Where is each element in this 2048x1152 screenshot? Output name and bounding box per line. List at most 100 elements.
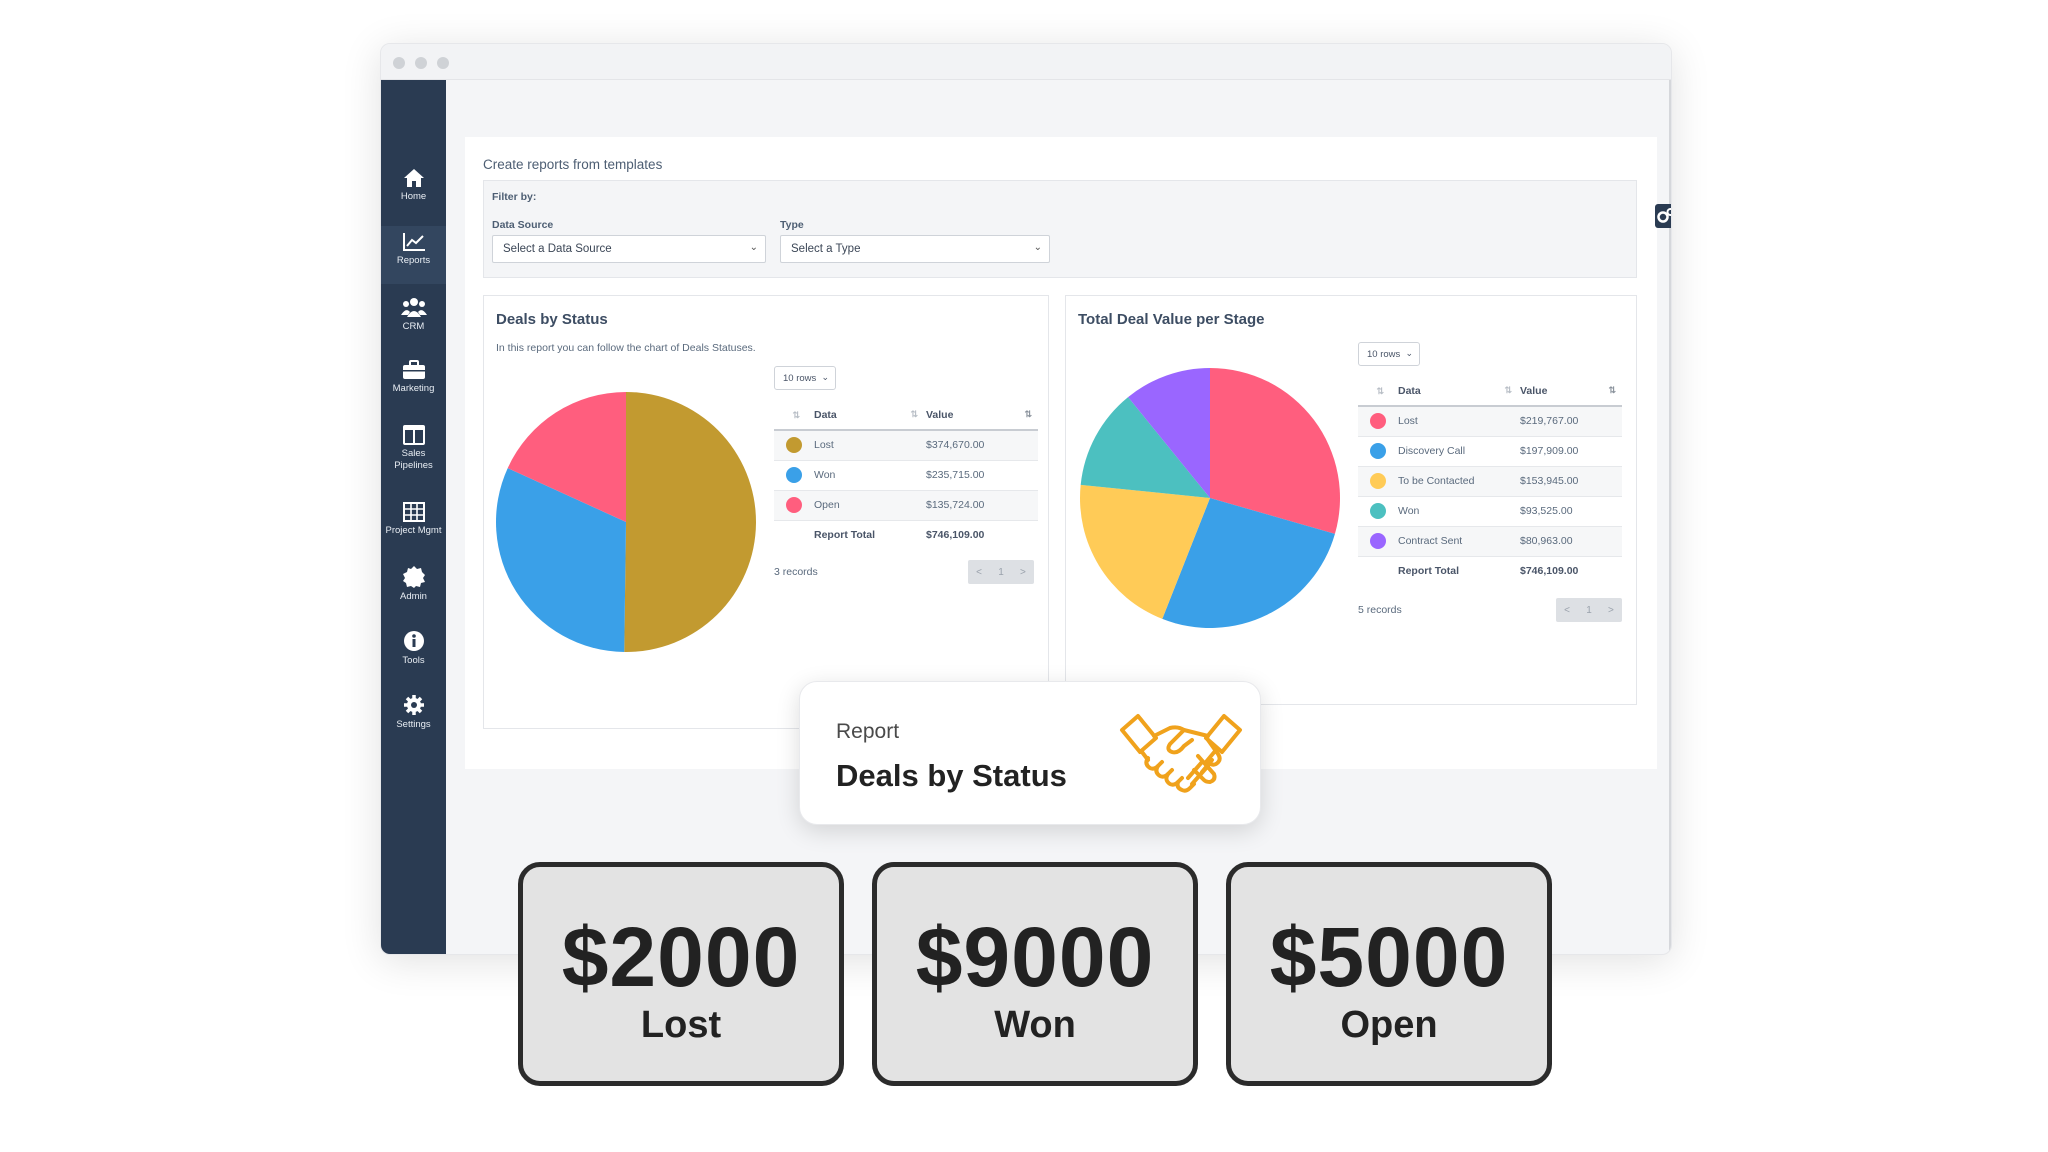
data-source-value: Select a Data Source xyxy=(503,243,612,255)
records-count: 5 records xyxy=(1358,604,1402,616)
legend-swatch xyxy=(786,497,802,513)
deals-by-status-table: ⇅ Data ⇅ Value ⇅ Lost $374,670.00 Won $235,71… xyxy=(774,400,1038,550)
row-label: Contract Sent xyxy=(1398,526,1520,557)
pie-slice-won[interactable] xyxy=(495,468,626,652)
sidebar-item-project-mgmt[interactable]: Project Mgmt xyxy=(381,502,446,552)
column-header-value[interactable]: Value ⇅ xyxy=(1520,376,1622,407)
sidebar-item-home[interactable]: Home xyxy=(381,168,446,218)
table-total-row: Report Total $746,109.00 xyxy=(774,520,1038,550)
next-page-button[interactable]: > xyxy=(1020,566,1026,578)
column-header-data[interactable]: Data ⇅ xyxy=(1398,376,1520,407)
summary-label: Open xyxy=(1340,1004,1438,1046)
sidebar: Home Reports CRM Marketing Sales Pipelin… xyxy=(381,80,446,954)
legend-swatch xyxy=(1370,533,1386,549)
report-card: Report Deals by Status xyxy=(799,681,1261,825)
page-number[interactable]: 1 xyxy=(1586,604,1592,616)
next-page-button[interactable]: > xyxy=(1608,604,1614,616)
row-label: Discovery Call xyxy=(1398,436,1520,467)
sidebar-item-label: Admin xyxy=(400,591,427,602)
page-title: Create reports from templates xyxy=(483,157,663,172)
deals-by-status-card: Deals by Status In this report you can f… xyxy=(483,295,1049,729)
page-number[interactable]: 1 xyxy=(998,566,1004,578)
sort-icon[interactable]: ⇅ xyxy=(1358,376,1398,407)
sidebar-item-settings[interactable]: Settings xyxy=(381,694,446,744)
prev-page-button[interactable]: < xyxy=(976,566,982,578)
window-maximize-dot[interactable] xyxy=(437,57,449,69)
sidebar-item-label: CRM xyxy=(402,321,425,332)
gear-icon xyxy=(403,695,424,715)
table-row[interactable]: Lost $374,670.00 xyxy=(774,430,1038,461)
table-row[interactable]: Won $235,715.00 xyxy=(774,460,1038,491)
sidebar-item-marketing[interactable]: Marketing xyxy=(381,360,446,410)
type-label: Type xyxy=(780,219,804,231)
pagination: < 1 > xyxy=(1556,598,1622,622)
home-icon xyxy=(403,169,424,187)
table-row[interactable]: Discovery Call $197,909.00 xyxy=(1358,436,1622,467)
chevron-down-icon: ⌄ xyxy=(1033,242,1042,253)
row-value: $197,909.00 xyxy=(1520,436,1622,467)
row-label: Won xyxy=(814,460,926,491)
pie-slice-discovery-call[interactable] xyxy=(1162,498,1335,628)
chart-line-icon xyxy=(402,233,425,251)
legend-swatch-cell xyxy=(774,430,814,461)
sidebar-item-admin[interactable]: Admin xyxy=(381,566,446,616)
summary-card-lost: $2000 Lost xyxy=(518,862,844,1086)
card-title: Deals by Status xyxy=(496,311,608,328)
sidebar-item-label: Reports xyxy=(396,255,431,266)
data-source-label: Data Source xyxy=(492,219,554,231)
column-header-value[interactable]: Value ⇅ xyxy=(926,400,1038,431)
sidebar-item-crm[interactable]: CRM xyxy=(381,296,446,346)
table-row[interactable]: Contract Sent $80,963.00 xyxy=(1358,526,1622,557)
pie-slice-won[interactable] xyxy=(1080,397,1210,498)
filter-title: Filter by: xyxy=(492,191,537,203)
empty-cell xyxy=(774,520,814,550)
sidebar-item-sales-pipelines[interactable]: Sales Pipelines xyxy=(381,425,446,487)
pie-slice-lost[interactable] xyxy=(1210,368,1340,534)
data-source-select[interactable]: Select a Data Source ⌄ xyxy=(492,235,766,263)
row-label: Lost xyxy=(1398,406,1520,437)
rows-per-page-select[interactable]: 10 rows ⌄ xyxy=(774,366,836,390)
summary-label: Won xyxy=(994,1004,1076,1046)
table-row[interactable]: Won $93,525.00 xyxy=(1358,496,1622,527)
deals-by-status-pie-chart xyxy=(495,392,756,652)
legend-swatch-cell xyxy=(774,490,814,521)
sort-icon[interactable]: ⇅ xyxy=(774,400,814,431)
row-value: $135,724.00 xyxy=(926,490,1038,521)
summary-value: $2000 xyxy=(561,910,801,1004)
legend-swatch xyxy=(1370,473,1386,489)
pie-slice-lost[interactable] xyxy=(624,392,756,652)
pie-slice-to-be-contacted[interactable] xyxy=(1080,484,1210,619)
rows-per-page-select[interactable]: 10 rows ⌄ xyxy=(1358,342,1420,366)
card-subtitle: In this report you can follow the chart … xyxy=(496,342,756,354)
chevron-down-icon: ⌄ xyxy=(1405,348,1413,358)
sidebar-item-tools[interactable]: Tools xyxy=(381,630,446,680)
table-total-row: Report Total $746,109.00 xyxy=(1358,556,1622,586)
prev-page-button[interactable]: < xyxy=(1564,604,1570,616)
row-label: Won xyxy=(1398,496,1520,527)
row-label: Open xyxy=(814,490,926,521)
row-label: Lost xyxy=(814,430,926,461)
legend-swatch xyxy=(1370,503,1386,519)
summary-card-won: $9000 Won xyxy=(872,862,1198,1086)
column-label: Data xyxy=(1398,384,1421,397)
settings-tab[interactable] xyxy=(1655,204,1671,228)
type-value: Select a Type xyxy=(791,243,861,255)
summary-value: $5000 xyxy=(1269,910,1509,1004)
legend-swatch xyxy=(1370,413,1386,430)
table-row[interactable]: Lost $219,767.00 xyxy=(1358,406,1622,437)
window-close-dot[interactable] xyxy=(393,57,405,69)
window-minimize-dot[interactable] xyxy=(415,57,427,69)
sidebar-item-reports[interactable]: Reports xyxy=(381,226,446,284)
column-header-data[interactable]: Data ⇅ xyxy=(814,400,926,431)
card-title: Total Deal Value per Stage xyxy=(1078,311,1265,328)
table-row[interactable]: Open $135,724.00 xyxy=(774,490,1038,521)
legend-swatch xyxy=(786,467,802,483)
type-select[interactable]: Select a Type ⌄ xyxy=(780,235,1050,263)
total-value: $746,109.00 xyxy=(1520,565,1579,578)
table-row[interactable]: To be Contacted $153,945.00 xyxy=(1358,466,1622,497)
pie-slice-open[interactable] xyxy=(507,392,626,522)
row-value: $374,670.00 xyxy=(926,430,1038,461)
records-count: 3 records xyxy=(774,566,818,578)
pie-slice-contract-sent[interactable] xyxy=(1128,368,1210,498)
legend-swatch xyxy=(786,437,802,454)
